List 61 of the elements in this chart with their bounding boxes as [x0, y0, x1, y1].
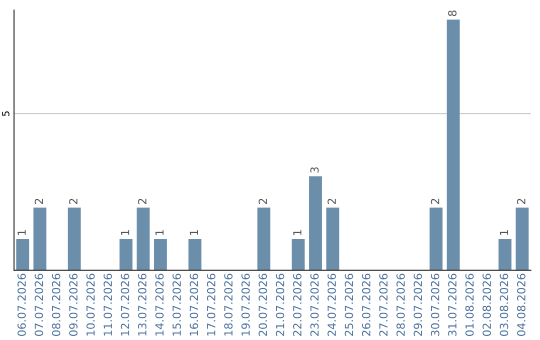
bar: [326, 208, 340, 270]
bar: [430, 208, 443, 270]
x-tick-label: 27.07.2026: [379, 274, 388, 336]
x-tick-label: 14.07.2026: [155, 274, 164, 336]
x-tick-label: 13.07.2026: [138, 274, 146, 336]
bar: [188, 238, 202, 270]
bar: [257, 208, 270, 270]
data-label: 1: [18, 230, 26, 235]
bar: [446, 20, 460, 270]
bar: [292, 238, 305, 270]
x-tick-label: 17.07.2026: [206, 274, 216, 336]
x-tick-label: 29.07.2026: [414, 274, 422, 336]
x-tick-label: 21.07.2026: [276, 274, 284, 336]
x-tick-label: 22.07.2026: [293, 274, 302, 336]
data-label: 2: [328, 198, 336, 204]
x-tick-label: 12.07.2026: [120, 274, 130, 336]
bar: [498, 238, 512, 270]
x-tick-label: 03.08.2026: [500, 274, 508, 336]
x-tick-label: 10.07.2026: [86, 274, 95, 336]
x-tick-label: 23.07.2026: [310, 274, 319, 336]
bar: [120, 238, 132, 270]
x-tick-label: 02.08.2026: [482, 274, 491, 336]
data-label: 2: [430, 198, 440, 204]
x-tick-label: 08.07.2026: [52, 274, 60, 336]
bar: [516, 208, 529, 270]
data-label: 8: [448, 10, 457, 16]
bar: [33, 208, 46, 270]
x-tick-label: 28.07.2026: [396, 274, 405, 336]
x-tick-label: 19.07.2026: [241, 274, 250, 336]
data-label: 1: [500, 230, 508, 235]
y-tick-label: 5: [2, 111, 10, 116]
data-label: 3: [310, 167, 319, 173]
x-tick-label: 15.07.2026: [172, 274, 181, 336]
x-tick-label: 20.07.2026: [258, 274, 268, 336]
data-label: 2: [69, 198, 78, 204]
data-label: 2: [258, 198, 267, 204]
data-label: 2: [34, 198, 43, 204]
bar: [309, 176, 322, 270]
bar: [136, 208, 150, 270]
bar: [68, 208, 81, 270]
data-label: 1: [190, 230, 198, 235]
x-tick-label: 16.07.2026: [190, 274, 198, 336]
bar: [16, 238, 30, 270]
x-tick-label: 24.07.2026: [328, 274, 336, 336]
x-tick-label: 04.08.2026: [517, 274, 526, 336]
x-tick-label: 30.07.2026: [430, 274, 440, 336]
data-label: 1: [120, 230, 130, 235]
data-label: 2: [138, 198, 146, 204]
x-tick-label: 11.07.2026: [104, 274, 112, 336]
data-label: 2: [517, 198, 526, 204]
data-label: 1: [293, 230, 302, 235]
bar: [154, 238, 167, 270]
x-tick-label: 07.07.2026: [34, 274, 44, 336]
x-tick-label: 18.07.2026: [224, 274, 233, 336]
data-label: 1: [155, 230, 164, 235]
x-tick-label: 25.07.2026: [344, 274, 354, 336]
x-tick-label: 26.07.2026: [362, 274, 370, 336]
x-tick-label: 01.08.2026: [465, 274, 474, 336]
x-tick-label: 31.07.2026: [448, 274, 457, 336]
x-tick-label: 09.07.2026: [69, 274, 78, 336]
x-tick-label: 06.07.2026: [17, 274, 26, 336]
